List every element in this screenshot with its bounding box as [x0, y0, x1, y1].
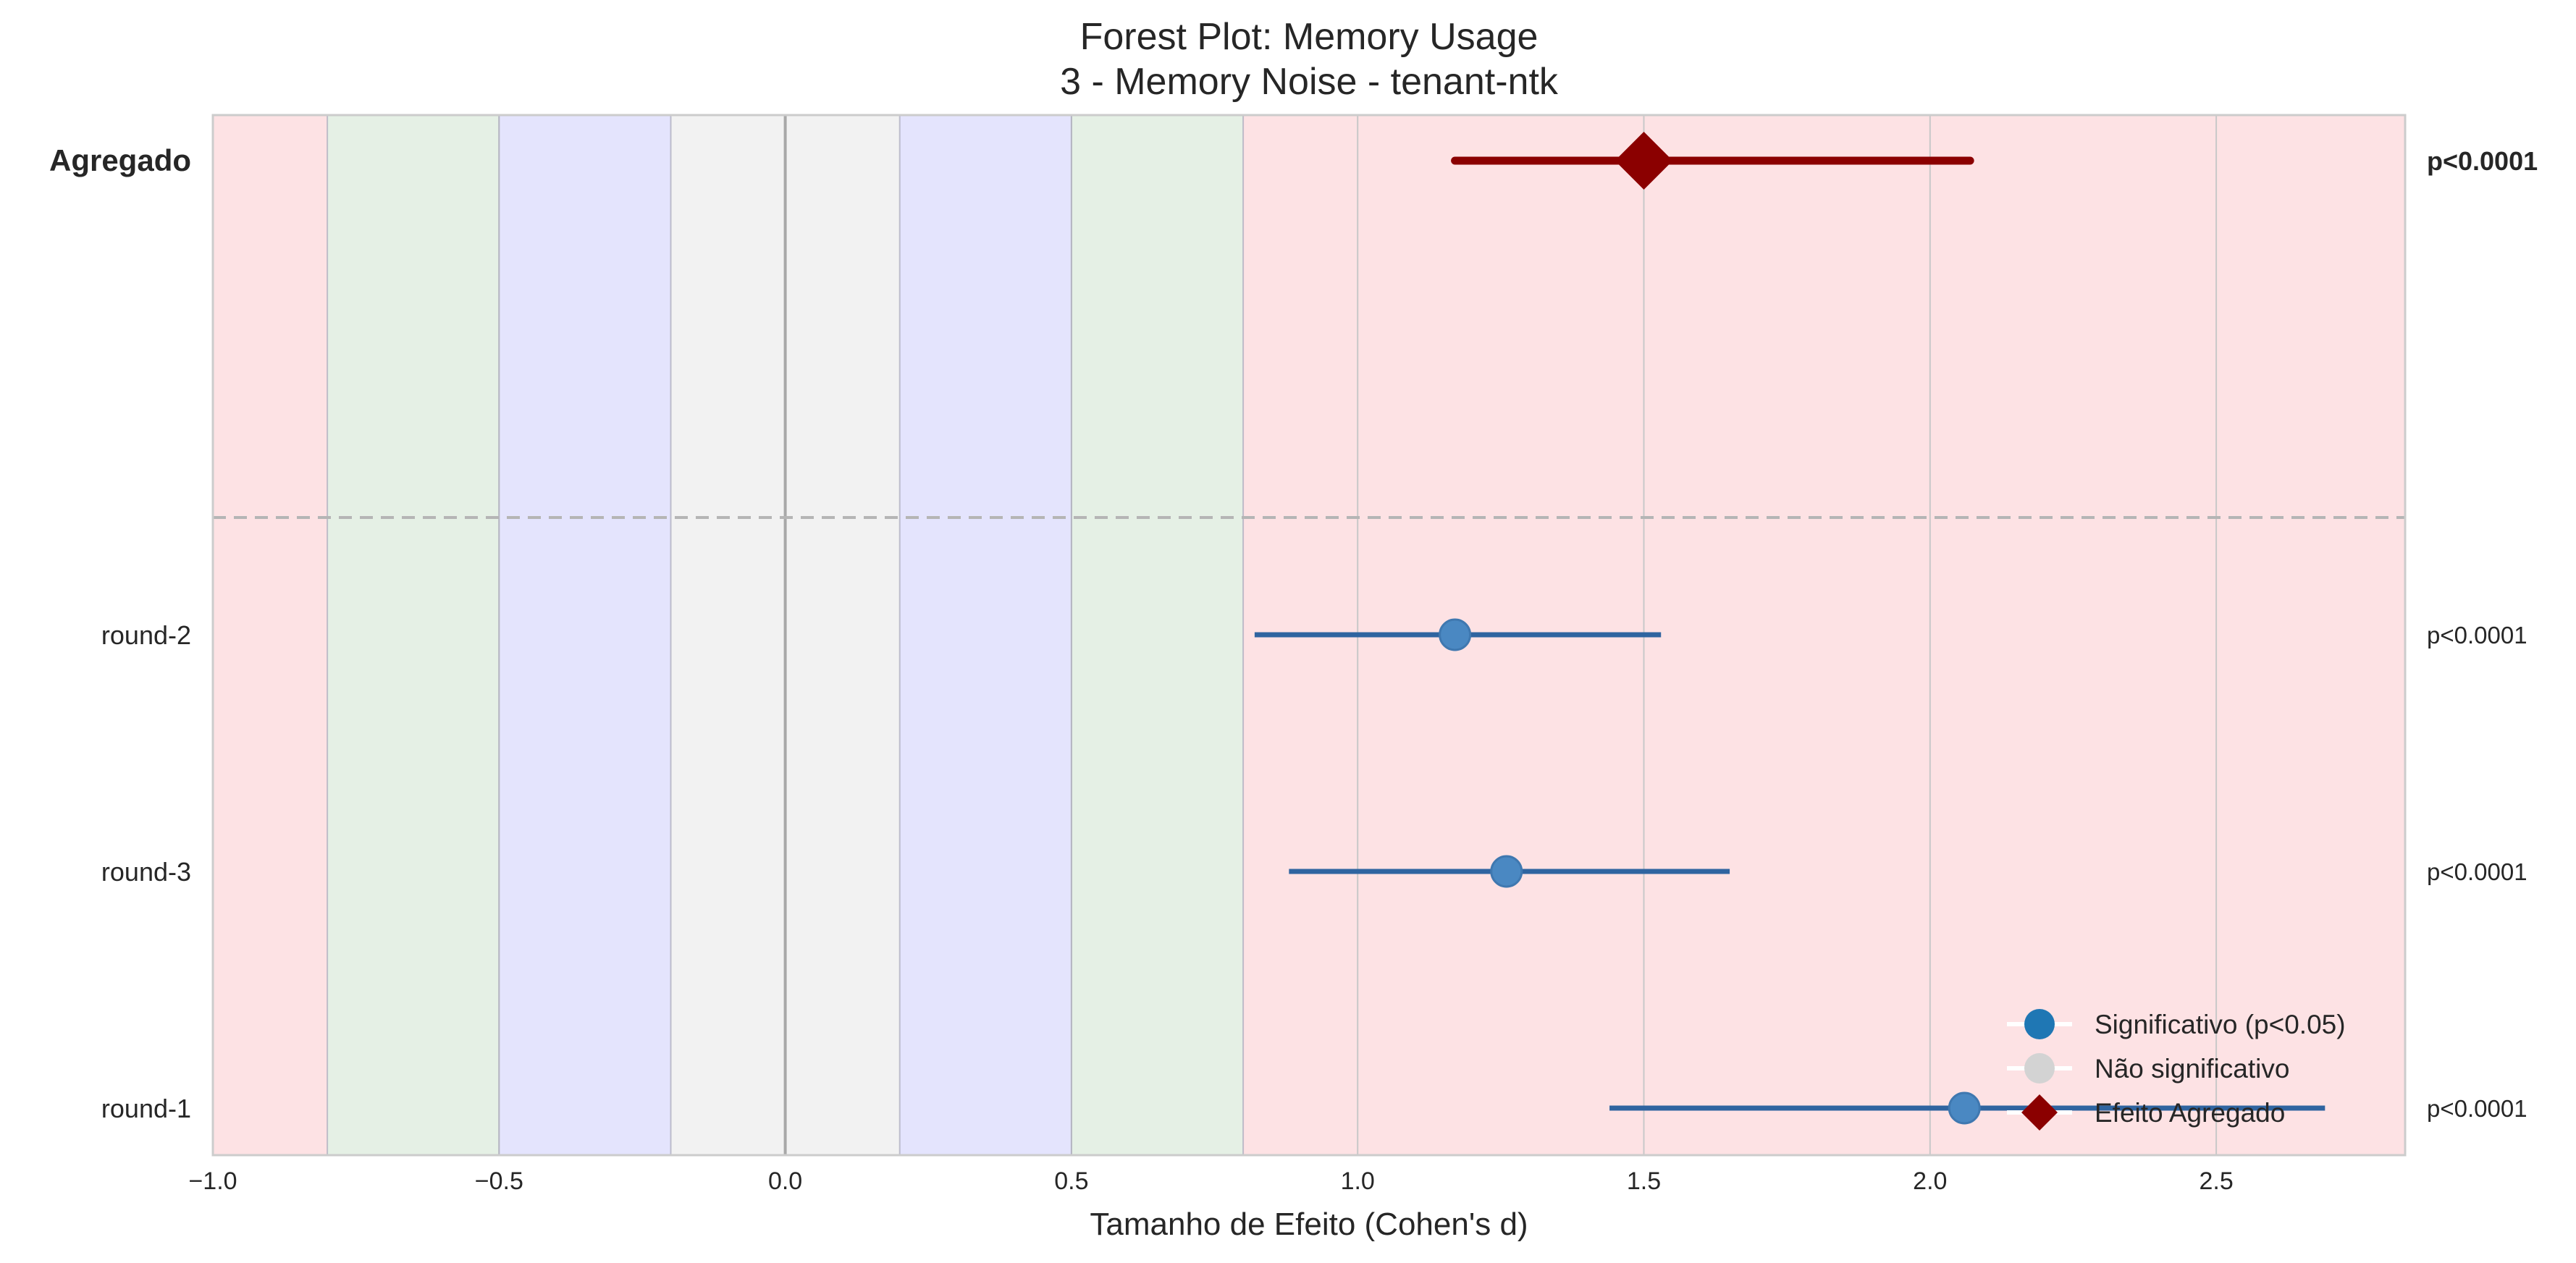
row-label-round-2: round-2	[101, 620, 191, 650]
x-tick-label: −1.0	[188, 1167, 237, 1195]
x-tick-label: 2.0	[1913, 1167, 1947, 1195]
x-tick-label: 0.0	[768, 1167, 802, 1195]
aggregate-label: Agregado	[49, 143, 191, 177]
x-axis-ticks: −1.0 −0.5 0.0 0.5 1.0 1.5 2.0 2.5	[188, 1167, 2233, 1195]
x-tick-label: 2.5	[2199, 1167, 2233, 1195]
x-tick-label: −0.5	[475, 1167, 523, 1195]
row-label-round-3: round-3	[101, 857, 191, 887]
y-axis-labels: round-2 round-3 round-1 Agregado	[49, 143, 191, 1123]
legend-circle-icon	[2024, 1009, 2055, 1039]
legend-label: Significativo (p<0.05)	[2095, 1010, 2346, 1039]
row-label-round-1: round-1	[101, 1094, 191, 1123]
p-value-labels: p<0.0001 p<0.0001 p<0.0001 p<0.0001	[2427, 146, 2538, 1122]
effect-band	[1071, 115, 1244, 1155]
plot-frame	[211, 114, 2407, 1157]
legend-label: Não significativo	[2095, 1054, 2289, 1084]
point-round-1	[1948, 1091, 1981, 1125]
p-value-round-3: p<0.0001	[2427, 858, 2527, 885]
effect-band	[213, 115, 328, 1155]
aggregate-p-value: p<0.0001	[2427, 146, 2538, 176]
point-round-3	[1490, 855, 1523, 888]
x-axis-label: Tamanho de Efeito (Cohen's d)	[1090, 1207, 1528, 1242]
effect-band	[327, 115, 500, 1155]
x-tick-label: 1.5	[1627, 1167, 1661, 1195]
x-tick-label: 0.5	[1054, 1167, 1088, 1195]
x-tick-label: 1.0	[1341, 1167, 1375, 1195]
plot-marks	[1254, 132, 2325, 1125]
point-round-2	[1439, 618, 1472, 651]
aggregate-diamond	[1615, 132, 1673, 190]
chart-title-line-2: 3 - Memory Noise - tenant-ntk	[1060, 61, 1559, 103]
chart-title-line-1: Forest Plot: Memory Usage	[1080, 16, 1539, 58]
legend-circle-icon	[2024, 1053, 2055, 1084]
legend-diamond-icon	[2021, 1094, 2058, 1131]
legend: Significativo (p<0.05) Não significativo E…	[2007, 1009, 2346, 1131]
p-value-round-1: p<0.0001	[2427, 1095, 2527, 1122]
effect-band	[499, 115, 671, 1155]
p-value-round-2: p<0.0001	[2427, 622, 2527, 649]
effect-band	[899, 115, 1072, 1155]
legend-label: Efeito Agregado	[2095, 1098, 2285, 1128]
